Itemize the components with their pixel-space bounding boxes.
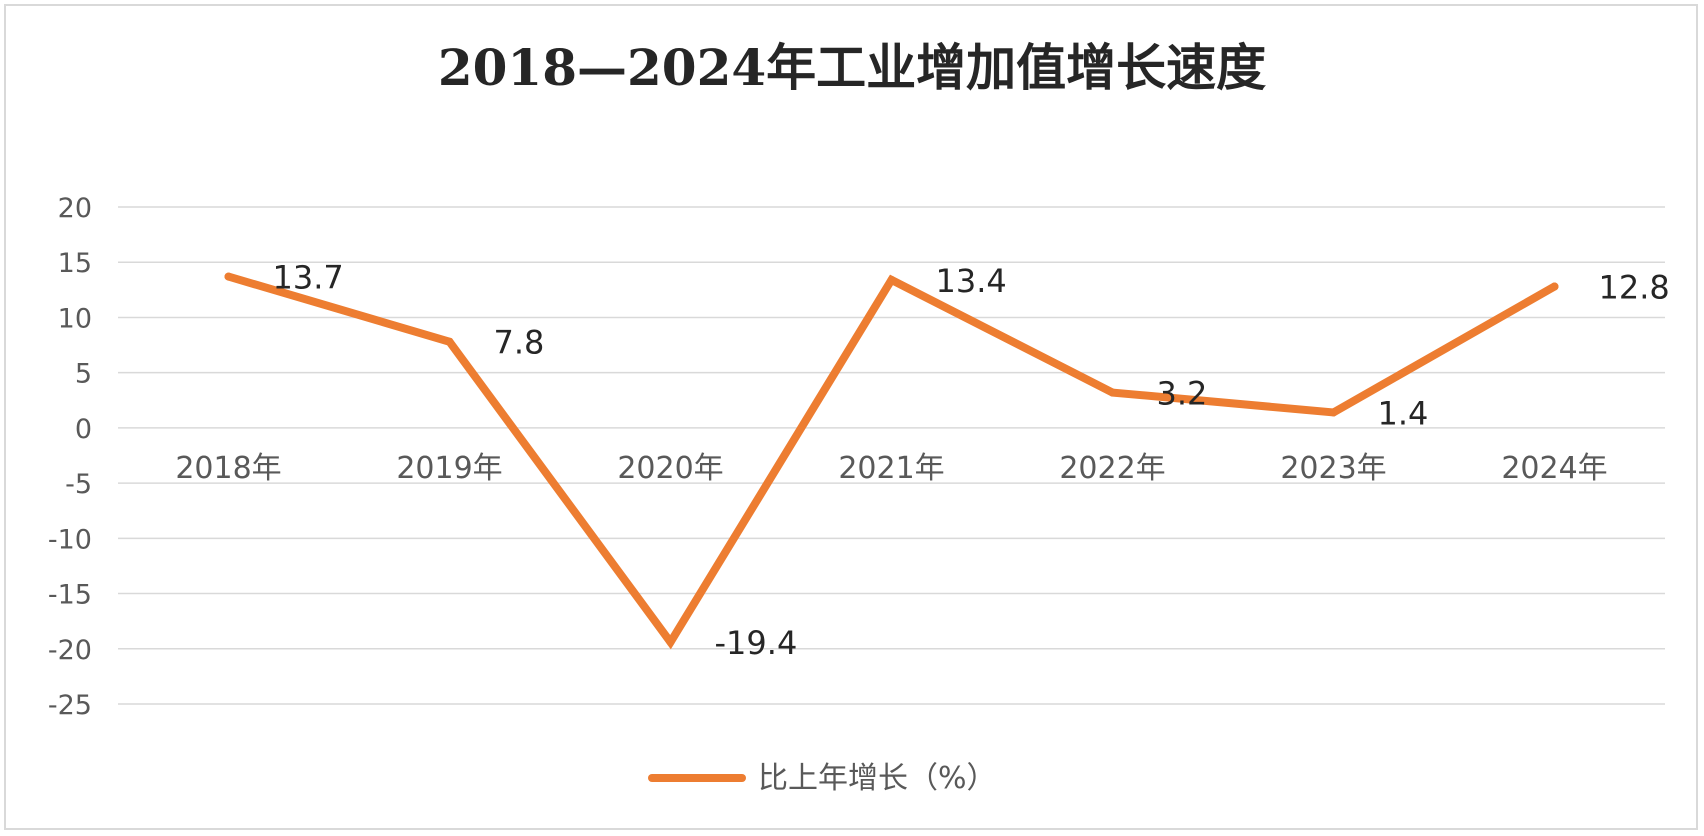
data-point [1329,408,1338,417]
x-axis-ticks: 2018年 2019年 2020年 2021年 2022年 2023年 2024年 [175,451,1607,486]
chart-title: 2018—2024年工业增加值增长速度 [438,38,1266,97]
series-lines [224,272,1559,650]
x-tick-label: 2024年 [1501,451,1607,486]
y-tick-label: -10 [48,524,92,555]
x-tick-label: 2022年 [1059,451,1165,486]
data-point [1550,282,1559,291]
x-tick-label: 2021年 [838,451,944,486]
y-axis-ticks: 20 15 10 5 0 -5 -10 -15 -20 -25 [48,193,92,721]
y-tick-label: -15 [48,580,92,611]
data-label: 12.8 [1599,269,1670,307]
data-label: 1.4 [1378,394,1429,432]
data-point [1108,388,1117,397]
y-tick-label: 0 [75,414,92,445]
data-label: -19.4 [715,624,798,662]
y-tick-label: -25 [48,690,92,721]
data-label: 13.7 [273,259,344,297]
x-tick-label: 2018年 [175,451,281,486]
data-point [224,272,233,281]
y-tick-label: 5 [75,359,92,390]
legend-label: 比上年增长（%） [758,761,997,796]
data-point [887,275,896,284]
data-label: 7.8 [494,324,545,362]
data-label: 3.2 [1157,375,1208,413]
y-tick-label: -5 [65,469,92,500]
x-tick-label: 2019年 [396,451,502,486]
x-tick-label: 2020年 [617,451,723,486]
data-point [445,337,454,346]
data-label: 13.4 [936,262,1007,300]
y-tick-label: 20 [58,193,92,224]
y-tick-label: 10 [58,303,92,334]
data-labels: 13.7 7.8 -19.4 13.4 3.2 1.4 12.8 [273,259,1670,663]
gridlines [118,206,1665,705]
x-tick-label: 2023年 [1280,451,1386,486]
y-tick-label: 15 [58,248,92,279]
legend: 比上年增长（%） [648,761,997,796]
chart-frame [4,4,1698,830]
y-tick-label: -20 [48,635,92,666]
data-point [666,638,675,647]
